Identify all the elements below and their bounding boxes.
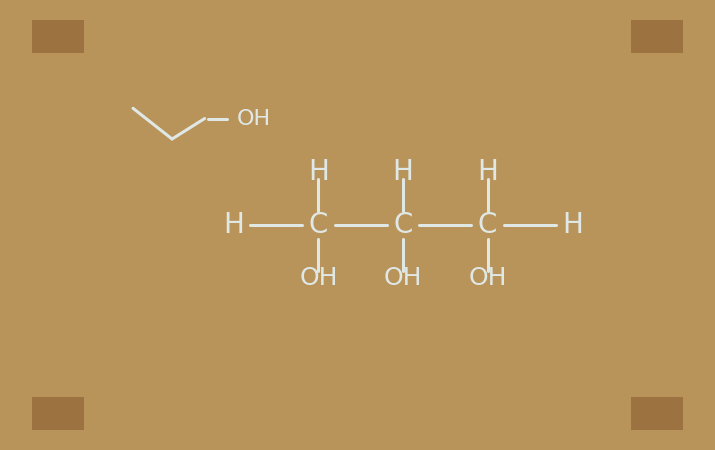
Text: OH: OH [468,266,507,290]
Text: OH: OH [299,266,337,290]
Text: C: C [309,211,328,239]
Text: C: C [478,211,498,239]
Text: H: H [477,158,498,186]
Text: OH: OH [237,108,271,129]
Text: OH: OH [384,266,423,290]
Text: C: C [393,211,413,239]
Text: H: H [224,211,245,239]
Text: H: H [562,211,583,239]
Text: H: H [308,158,329,186]
Text: H: H [393,158,413,186]
